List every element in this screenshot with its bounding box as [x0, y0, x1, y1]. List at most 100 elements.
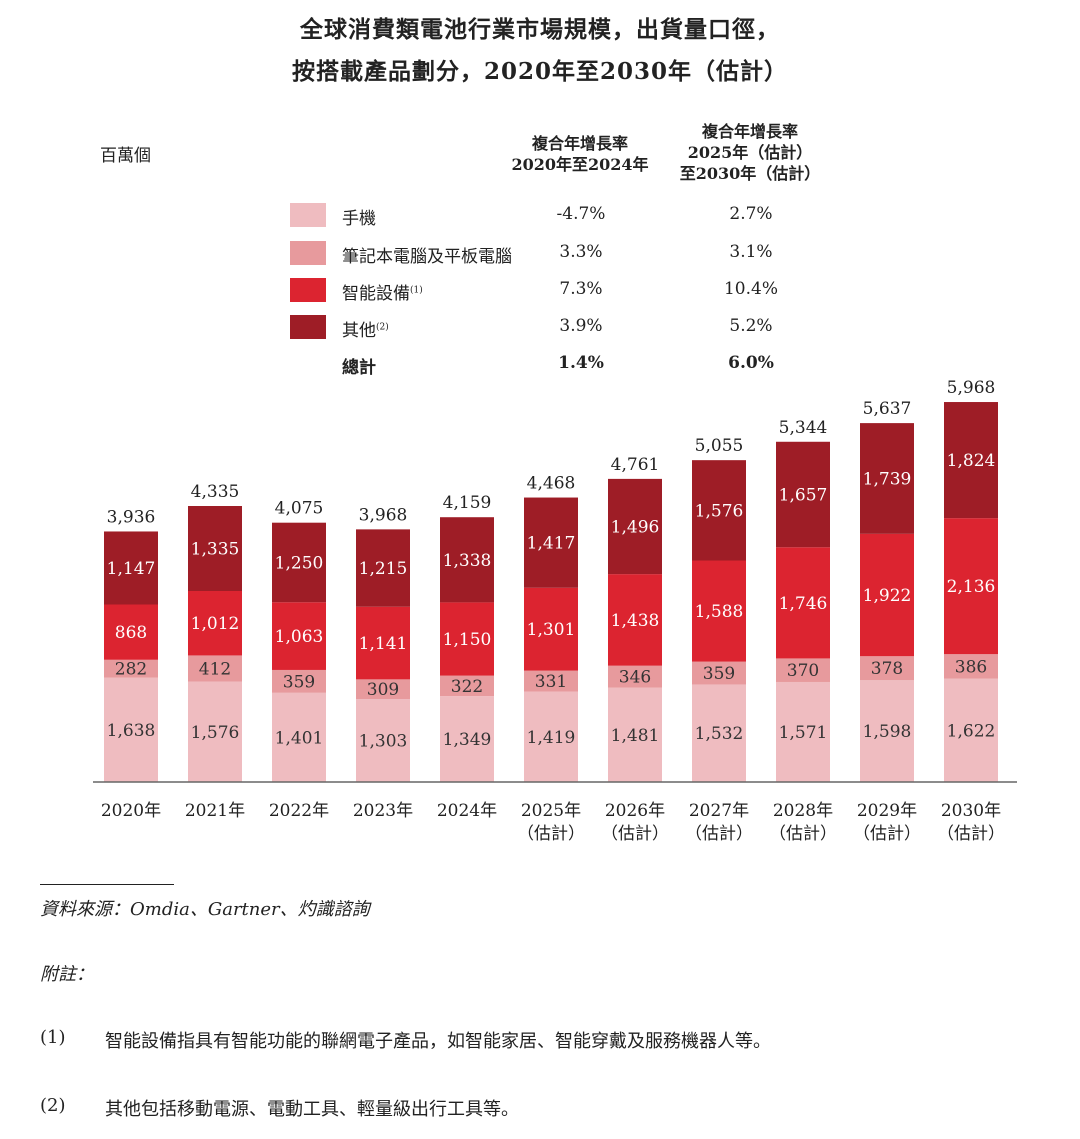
data-label: 1,063: [275, 627, 324, 647]
data-label: 331: [535, 672, 567, 692]
legend-label-text: 智能設備: [342, 284, 410, 304]
x-tick-label: 2025年: [521, 801, 581, 821]
cagr-header-line: 複合年增長率: [701, 122, 798, 141]
unit-label: 百萬個: [100, 146, 151, 166]
bar-segment: [608, 665, 662, 688]
x-tick-label: 2030年: [941, 801, 1001, 821]
data-label: 2,136: [947, 577, 996, 597]
stacked-bar-chart: 1,638 282 868 1,147 3,936 2020年 1,576 412 1,012 1…: [93, 378, 1017, 844]
bar-segment: [272, 602, 326, 670]
note-number: (2): [40, 1095, 66, 1116]
data-label: 1,438: [611, 611, 660, 631]
legend-row: 筆記本電腦及平板電腦 3.3% 3.1%: [290, 241, 890, 267]
bar-segment: [860, 533, 914, 657]
data-label: 1,622: [947, 721, 996, 741]
bar-segment: [272, 669, 326, 693]
data-label: 1,739: [863, 469, 912, 489]
legend-label-text: 手機: [342, 209, 376, 229]
data-label: 359: [703, 664, 735, 684]
data-label: 1,141: [359, 634, 408, 654]
data-label: 1,657: [779, 486, 828, 506]
legend-row: 其他(2) 3.9% 5.2%: [290, 315, 890, 341]
cagr-header-line: 2025年（估計）: [687, 143, 813, 162]
data-label: 1,417: [527, 534, 576, 554]
bar-segment: [860, 423, 914, 534]
data-label: 1,576: [695, 501, 744, 521]
total-label: 4,075: [275, 499, 324, 519]
note-text: 其他包括移動電源、電動工具、輕量級出行工具等。: [105, 1099, 519, 1120]
bar-segment: [104, 677, 158, 782]
x-tick-label: （估計）: [517, 824, 585, 844]
bar-segment: [524, 497, 578, 588]
legend-swatch: [290, 241, 326, 265]
bar-segment: [608, 478, 662, 575]
cagr-2020-2024-value: 1.4%: [558, 353, 604, 373]
total-label: 4,335: [191, 482, 240, 502]
legend-row: 總計 1.4% 6.0%: [290, 352, 890, 378]
legend-label-text: 筆記本電腦及平板電腦: [342, 247, 512, 267]
x-tick-label: （估計）: [853, 824, 921, 844]
legend-label: 智能設備(1): [342, 279, 423, 304]
data-label: 1,012: [191, 614, 240, 634]
data-label: 1,588: [695, 602, 744, 622]
data-label: 282: [115, 660, 147, 680]
data-label: 1,215: [359, 559, 408, 579]
cagr-2020-2024-value: 3.9%: [559, 316, 603, 336]
data-label: 1,301: [527, 620, 576, 640]
bar-segment: [860, 680, 914, 782]
bar-segment: [440, 675, 494, 697]
bar-segment: [776, 547, 830, 659]
data-label: 309: [367, 680, 399, 700]
legend-swatch: [290, 278, 326, 302]
data-label: 1,338: [443, 551, 492, 571]
x-tick-label: （估計）: [685, 824, 753, 844]
bar-segment: [524, 691, 578, 782]
data-label: 370: [787, 661, 819, 681]
bar-segment: [440, 696, 494, 782]
data-label: 1,303: [359, 732, 408, 752]
data-label: 1,150: [443, 630, 492, 650]
cagr-2025-2030-value: 3.1%: [729, 242, 773, 262]
x-tick-label: 2029年: [857, 801, 917, 821]
data-label: 1,481: [611, 726, 660, 746]
source-note: 資料來源：Omdia、Gartner、灼識諮詢: [40, 899, 370, 920]
cagr-2020-2024-value: 7.3%: [559, 279, 603, 299]
x-tick-label: 2021年: [185, 801, 245, 821]
cagr-2020-2024-value: 3.3%: [559, 242, 603, 262]
legend-swatch: [290, 203, 326, 227]
legend-label: 其他(2): [342, 316, 389, 341]
total-label: 5,344: [779, 418, 828, 438]
data-label: 1,598: [863, 722, 912, 742]
total-label: 5,968: [947, 378, 996, 398]
legend-footnote-marker: (1): [410, 285, 423, 296]
bar-segment: [272, 692, 326, 782]
bar-segment: [356, 606, 410, 680]
data-label: 1,250: [275, 553, 324, 573]
x-tick-label: （估計）: [937, 824, 1005, 844]
cagr-2025-2030-value: 10.4%: [723, 279, 778, 299]
bar-segment: [692, 460, 746, 561]
bar-segment: [188, 506, 242, 591]
data-label: 322: [451, 677, 483, 697]
total-label: 4,468: [527, 474, 576, 494]
cagr-header-2025-2030: 複合年增長率 2025年（估計） 至2030年（估計）: [660, 121, 840, 184]
x-tick-label: （估計）: [601, 824, 669, 844]
cagr-header-2020-2024: 複合年增長率 2020年至2024年: [490, 133, 670, 175]
x-tick-label: 2024年: [437, 801, 497, 821]
bar-segment: [440, 602, 494, 676]
cagr-header-line: 至2030年（估計）: [679, 164, 821, 183]
legend-row: 智能設備(1) 7.3% 10.4%: [290, 278, 890, 304]
data-label: 868: [115, 623, 147, 643]
data-label: 386: [955, 657, 987, 677]
chart-title-line-2: 按搭載產品劃分，2020年至2030年（估計）: [291, 58, 789, 85]
data-label: 1,532: [695, 724, 744, 744]
bar-segment: [188, 655, 242, 682]
x-tick-label: （估計）: [769, 824, 837, 844]
bar-segment: [776, 658, 830, 682]
data-label: 346: [619, 668, 651, 688]
note-text: 智能設備指具有智能功能的聯網電子產品，如智能家居、智能穿戴及服務機器人等。: [105, 1031, 771, 1052]
bar-segment: [524, 670, 578, 692]
data-label: 1,349: [443, 730, 492, 750]
total-label: 4,761: [611, 455, 660, 475]
total-label: 5,637: [863, 399, 912, 419]
